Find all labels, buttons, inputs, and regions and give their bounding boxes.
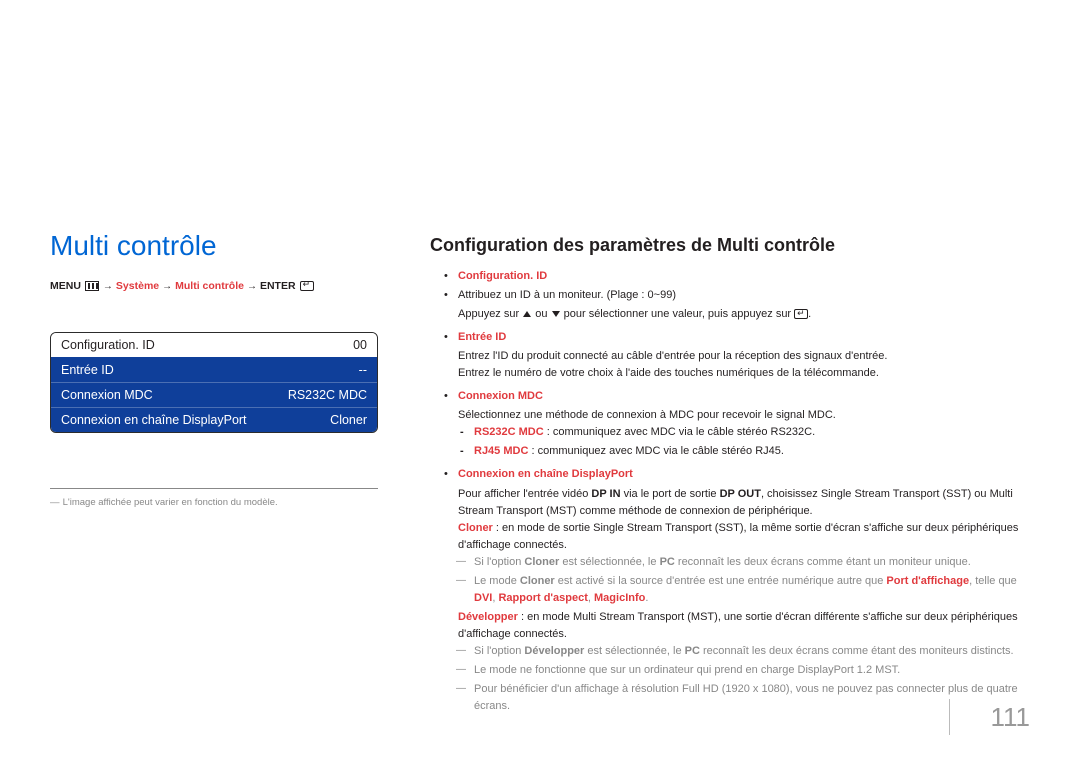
enter-icon <box>794 309 808 319</box>
item-text: Appuyez sur ou pour sélectionner une val… <box>430 306 1030 323</box>
menu-row-entree-id[interactable]: Entrée ID -- <box>51 357 377 382</box>
subitem-heading: RJ45 MDC <box>474 445 528 457</box>
item-heading: Configuration. ID <box>458 270 547 282</box>
arrow-icon: → <box>162 281 172 292</box>
menu-label: Entrée ID <box>61 363 114 377</box>
item-entree-id: Entrée ID <box>430 329 1030 346</box>
section-title: Configuration des paramètres de Multi co… <box>430 235 1030 256</box>
item-heading: Connexion en chaîne DisplayPort <box>458 468 633 480</box>
settings-menu: Configuration. ID 00 Entrée ID -- Connex… <box>50 332 378 433</box>
menu-value: Cloner <box>330 413 367 427</box>
right-column: Configuration des paramètres de Multi co… <box>430 235 1030 717</box>
item-text: Entrez l'ID du produit connecté au câble… <box>430 348 1030 365</box>
subitem-rj45: RJ45 MDC : communiquez avec MDC via le c… <box>430 443 1030 460</box>
note-dp12: Le mode ne fonctionne que sur un ordinat… <box>430 662 1030 679</box>
arrow-icon: → <box>247 281 257 292</box>
note-cloner-source: Le mode Cloner est activé si la source d… <box>430 573 1030 607</box>
item-connexion-mdc: Connexion MDC <box>430 388 1030 405</box>
item-developper: Développer : en mode Multi Stream Transp… <box>430 609 1030 643</box>
page-number: 111 <box>990 702 1030 733</box>
menu-row-chaine-displayport[interactable]: Connexion en chaîne DisplayPort Cloner <box>51 407 377 432</box>
menu-value: RS232C MDC <box>288 388 367 402</box>
enter-icon <box>300 281 314 291</box>
item-heading: Connexion MDC <box>458 390 543 402</box>
breadcrumb: MENU → Système → Multi contrôle → ENTER <box>50 280 390 292</box>
note-cloner-pc: Si l'option Cloner est sélectionnée, le … <box>430 554 1030 571</box>
arrow-icon: → <box>103 281 113 292</box>
menu-icon <box>85 281 99 291</box>
breadcrumb-systeme: Système <box>116 280 159 292</box>
item-config-id: Configuration. ID <box>430 268 1030 285</box>
subitem-rs232c: RS232C MDC : communiquez avec MDC via le… <box>430 424 1030 441</box>
menu-row-config-id[interactable]: Configuration. ID 00 <box>51 333 377 357</box>
note-fullhd: Pour bénéficier d'un affichage à résolut… <box>430 681 1030 715</box>
menu-value: 00 <box>353 338 367 352</box>
item-heading: Entrée ID <box>458 331 506 343</box>
breadcrumb-enter: ENTER <box>260 280 296 292</box>
menu-value: -- <box>359 363 367 377</box>
page-title: Multi contrôle <box>50 230 390 262</box>
menu-label: Configuration. ID <box>61 338 155 352</box>
menu-label: Connexion MDC <box>61 388 153 402</box>
page-divider <box>949 699 950 735</box>
down-arrow-icon <box>552 311 560 317</box>
breadcrumb-multi: Multi contrôle <box>175 280 244 292</box>
description-list: Configuration. ID • Attribuez un ID à un… <box>430 268 1030 715</box>
item-text: • Attribuez un ID à un moniteur. (Plage … <box>430 287 1030 304</box>
item-text: Sélectionnez une méthode de connexion à … <box>430 407 1030 424</box>
footnote: ― L'image affichée peut varier en foncti… <box>50 497 378 508</box>
menu-row-connexion-mdc[interactable]: Connexion MDC RS232C MDC <box>51 382 377 407</box>
item-text: Entrez le numéro de votre choix à l'aide… <box>430 365 1030 382</box>
subitem-heading: RS232C MDC <box>474 426 544 438</box>
dash-icon: ― <box>50 497 60 508</box>
note-developper-pc: Si l'option Développer est sélectionnée,… <box>430 643 1030 660</box>
footnote-divider: ― L'image affichée peut varier en foncti… <box>50 488 378 508</box>
item-cloner: Cloner : en mode de sortie Single Stream… <box>430 520 1030 554</box>
item-chaine-displayport: Connexion en chaîne DisplayPort <box>430 466 1030 483</box>
menu-label: Connexion en chaîne DisplayPort <box>61 413 247 427</box>
footnote-text: L'image affichée peut varier en fonction… <box>63 497 278 508</box>
breadcrumb-menu: MENU <box>50 280 81 292</box>
left-column: Multi contrôle MENU → Système → Multi co… <box>50 230 390 508</box>
item-text: Pour afficher l'entrée vidéo DP IN via l… <box>430 486 1030 520</box>
up-arrow-icon <box>523 311 531 317</box>
